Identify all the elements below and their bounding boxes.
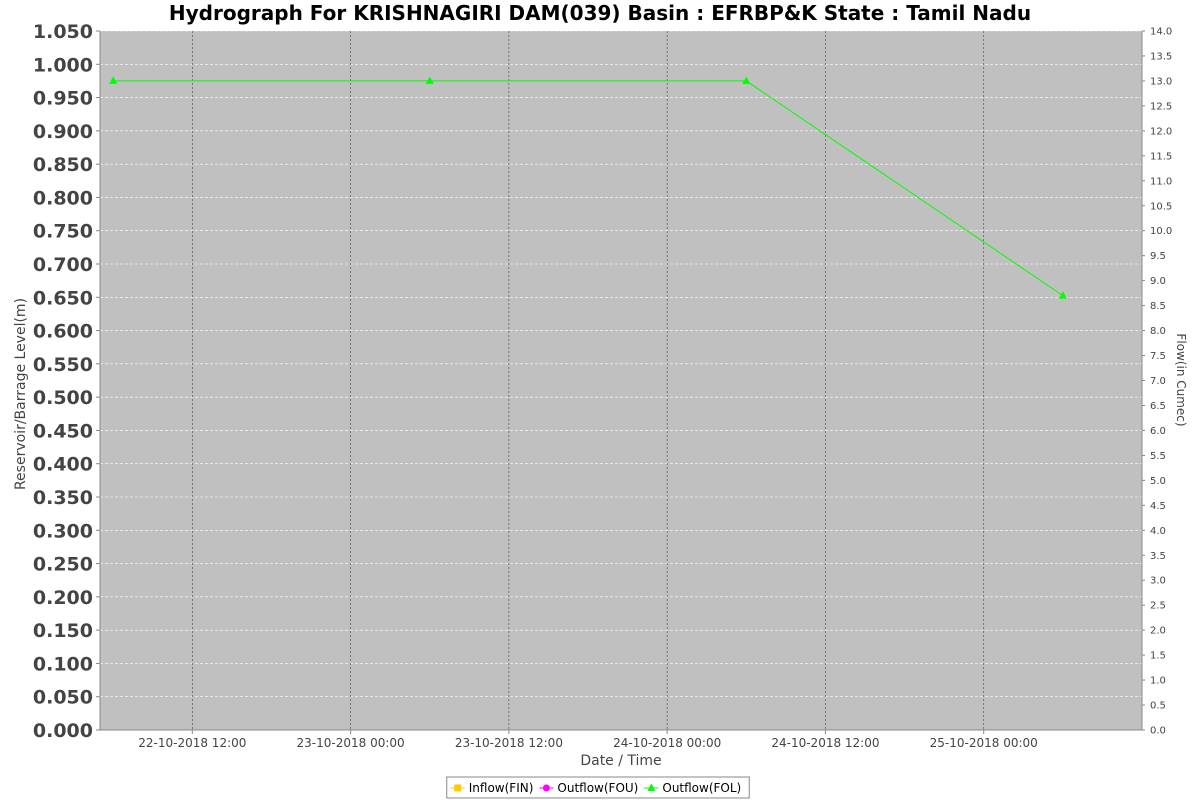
legend-marker bbox=[647, 783, 656, 791]
y2-tick-label: 0.5 bbox=[1150, 701, 1166, 712]
y2-tick-label: 2.5 bbox=[1150, 601, 1166, 612]
series-line bbox=[113, 80, 1064, 297]
y-tick-label: 0.050 bbox=[33, 687, 93, 709]
y-tick-label: 0.800 bbox=[33, 187, 93, 209]
x-tick-label: 25-10-2018 00:00 bbox=[930, 736, 1038, 750]
y2-tick-label: 12.0 bbox=[1150, 126, 1172, 137]
y2-tick-label: 10.0 bbox=[1150, 226, 1172, 237]
data-point bbox=[1058, 291, 1067, 299]
y2-tick-label: 5.5 bbox=[1150, 451, 1166, 462]
y2-tick-label: 11.5 bbox=[1150, 151, 1172, 162]
data-point bbox=[742, 76, 751, 84]
y-tick-label: 0.450 bbox=[33, 420, 93, 442]
y2-tick-label: 1.0 bbox=[1150, 676, 1166, 687]
y2-tick-label: 12.5 bbox=[1150, 101, 1172, 112]
legend-item-label: Outflow(FOU) bbox=[557, 781, 638, 795]
y2-tick-label: 6.5 bbox=[1150, 401, 1166, 412]
y2-tick-label: 7.5 bbox=[1150, 351, 1166, 362]
y-tick-label: 1.000 bbox=[33, 54, 93, 76]
x-tick-label: 24-10-2018 12:00 bbox=[771, 736, 879, 750]
y2-tick-label: 5.0 bbox=[1150, 476, 1166, 487]
chart-title: Hydrograph For KRISHNAGIRI DAM(039) Basi… bbox=[169, 1, 1031, 25]
y-tick-label: 0.550 bbox=[33, 354, 93, 376]
y-tick-label: 0.650 bbox=[33, 287, 93, 309]
y-tick-label: 0.150 bbox=[33, 620, 93, 642]
y2-tick-label: 7.0 bbox=[1150, 376, 1166, 387]
y2-tick-label: 10.5 bbox=[1150, 201, 1172, 212]
y2-tick-label: 0.0 bbox=[1150, 726, 1166, 737]
y2-tick-label: 4.0 bbox=[1150, 526, 1166, 537]
y-tick-label: 0.400 bbox=[33, 454, 93, 476]
y-tick-label: 0.900 bbox=[33, 121, 93, 143]
x-tick-label: 23-10-2018 00:00 bbox=[297, 736, 405, 750]
y2-tick-label: 1.5 bbox=[1150, 651, 1166, 662]
y2-tick-label: 2.0 bbox=[1150, 626, 1166, 637]
y2-tick-label: 11.0 bbox=[1150, 176, 1172, 187]
y2-tick-label: 13.0 bbox=[1150, 76, 1172, 87]
x-tick-label: 22-10-2018 12:00 bbox=[138, 736, 246, 750]
y-tick-label: 0.200 bbox=[33, 587, 93, 609]
x-axis-label: Date / Time bbox=[580, 753, 661, 769]
data-point bbox=[425, 76, 434, 84]
y-tick-label: 0.250 bbox=[33, 554, 93, 576]
y2-tick-label: 9.5 bbox=[1150, 251, 1166, 262]
y2-tick-label: 8.5 bbox=[1150, 301, 1166, 312]
y-tick-label: 0.850 bbox=[33, 154, 93, 176]
y-tick-label: 0.100 bbox=[33, 653, 93, 675]
y2-tick-label: 3.5 bbox=[1150, 551, 1166, 562]
y2-tick-label: 9.0 bbox=[1150, 276, 1166, 287]
y2-tick-label: 3.0 bbox=[1150, 576, 1166, 587]
y-tick-label: 0.350 bbox=[33, 487, 93, 509]
y2-tick-label: 14.0 bbox=[1150, 27, 1172, 38]
legend-box bbox=[446, 776, 750, 799]
y-tick-label: 0.750 bbox=[33, 221, 93, 243]
y-tick-label: 0.300 bbox=[33, 520, 93, 542]
y-tick-label: 1.050 bbox=[33, 21, 93, 43]
y2-tick-label: 8.0 bbox=[1150, 326, 1166, 337]
x-tick-label: 23-10-2018 12:00 bbox=[455, 736, 563, 750]
y2-tick-label: 4.5 bbox=[1150, 501, 1166, 512]
y-tick-label: 0.950 bbox=[33, 88, 93, 110]
data-point bbox=[109, 76, 118, 84]
legend-item-label: Inflow(FIN) bbox=[469, 781, 534, 795]
series-layer bbox=[109, 76, 1067, 299]
y-axis-label: Reservoir/Barrage Level(m) bbox=[13, 298, 29, 490]
axes: 0.000 0.050 0.100 0.150 0.200 0.250 0.300 0.350… bbox=[33, 21, 1172, 750]
y2-tick-label: 13.5 bbox=[1150, 51, 1172, 62]
x-tick-label: 24-10-2018 00:00 bbox=[613, 736, 721, 750]
y-tick-label: 0.500 bbox=[33, 387, 93, 409]
grid-lines bbox=[100, 30, 1142, 731]
plot-area bbox=[100, 31, 1142, 730]
y2-tick-label: 6.0 bbox=[1150, 426, 1166, 437]
y-tick-label: 0.000 bbox=[33, 720, 93, 742]
y2-axis-label: Flow(in Cumec) bbox=[1174, 333, 1188, 426]
legend-marker bbox=[542, 784, 550, 792]
legend-marker bbox=[454, 784, 462, 792]
legend-item-label: Outflow(FOL) bbox=[662, 781, 741, 795]
legend: Inflow(FIN) Outflow(FOU) Outflow(FOL) bbox=[446, 776, 750, 799]
y-tick-label: 0.700 bbox=[33, 254, 93, 276]
y-tick-label: 0.600 bbox=[33, 321, 93, 343]
